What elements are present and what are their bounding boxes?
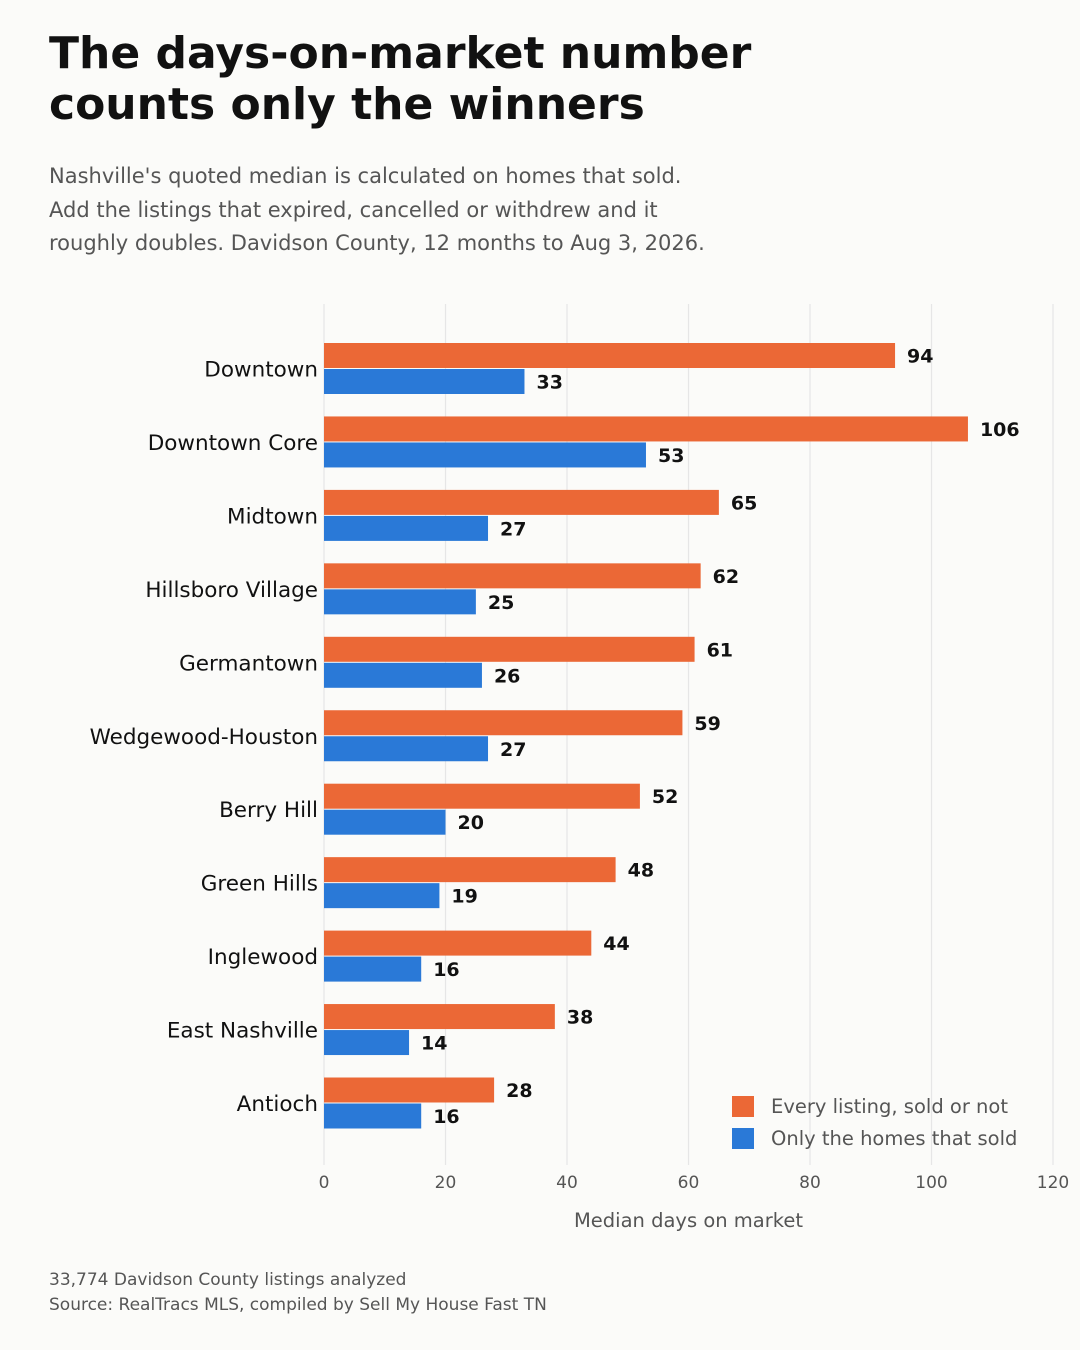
- bar-value-label: 27: [500, 739, 526, 761]
- bar-value-label: 52: [652, 786, 678, 808]
- bar-value-label: 26: [494, 665, 520, 687]
- x-tick-label: 80: [799, 1173, 821, 1193]
- subtitle-line-3: roughly doubles. Davidson County, 12 mon…: [49, 231, 705, 255]
- legend-swatch: [732, 1128, 754, 1149]
- x-tick-label: 60: [678, 1173, 700, 1193]
- bar: [324, 783, 640, 809]
- bar: [324, 1030, 410, 1056]
- category-label: Inglewood: [208, 945, 318, 970]
- legend-swatch: [732, 1096, 754, 1117]
- bar: [324, 736, 489, 762]
- bar-value-label: 94: [907, 346, 933, 368]
- x-tick-label: 20: [435, 1173, 457, 1193]
- category-label: Green Hills: [201, 872, 318, 897]
- bar: [324, 369, 525, 394]
- chart-subtitle: Nashville's quoted median is calculated …: [49, 160, 949, 261]
- x-tick-label: 100: [915, 1173, 947, 1193]
- bar-value-label: 53: [658, 445, 684, 467]
- bar-value-label: 14: [421, 1033, 447, 1055]
- chart-title: The days-on-market number counts only th…: [49, 28, 949, 130]
- bar-value-label: 28: [506, 1080, 532, 1102]
- bar: [324, 930, 592, 956]
- bar: [324, 589, 476, 615]
- bar: [324, 809, 446, 835]
- bar: [324, 662, 482, 688]
- title-line-2: counts only the winners: [49, 79, 645, 130]
- x-tick-label: 120: [1037, 1173, 1069, 1193]
- bar: [324, 1004, 555, 1030]
- category-label: Downtown Core: [148, 431, 318, 456]
- bar: [324, 956, 422, 982]
- bar-value-label: 27: [500, 518, 526, 540]
- bar: [324, 563, 701, 589]
- subtitle-line-2: Add the listings that expired, cancelled…: [49, 197, 658, 222]
- x-axis-label: Median days on market: [574, 1209, 803, 1232]
- bar-value-label: 25: [488, 592, 514, 614]
- legend-label: Every listing, sold or not: [771, 1095, 1008, 1118]
- title-line-1: The days-on-market number: [49, 28, 752, 79]
- category-label: East Nashville: [167, 1019, 318, 1044]
- bar-value-label: 19: [451, 886, 477, 908]
- x-tick-label: 0: [319, 1173, 330, 1193]
- legend-label: Only the homes that sold: [771, 1127, 1017, 1150]
- category-label: Hillsboro Village: [145, 578, 318, 603]
- bar-value-label: 61: [707, 639, 733, 661]
- x-tick-label: 40: [556, 1173, 578, 1193]
- bar-value-label: 38: [567, 1007, 593, 1029]
- bar-value-label: 16: [433, 1106, 459, 1128]
- category-label: Downtown: [204, 358, 318, 383]
- bar-value-label: 106: [980, 419, 1020, 441]
- footer-note: 33,774 Davidson County listings analyzed: [49, 1270, 407, 1290]
- bar: [324, 710, 683, 736]
- category-label: Midtown: [227, 504, 318, 529]
- bar-value-label: 33: [536, 372, 562, 394]
- bar-value-label: 16: [433, 959, 459, 981]
- bar-value-label: 62: [713, 566, 739, 588]
- category-label: Berry Hill: [219, 798, 318, 823]
- category-label: Germantown: [179, 651, 318, 676]
- bar-value-label: 65: [731, 492, 757, 514]
- bar: [324, 1077, 495, 1103]
- subtitle-line-1: Nashville's quoted median is calculated …: [49, 164, 682, 188]
- bar-value-label: 48: [628, 860, 654, 882]
- bar: [324, 489, 719, 515]
- bar-value-label: 44: [603, 933, 629, 955]
- category-label: Antioch: [237, 1092, 318, 1117]
- category-label: Wedgewood-Houston: [90, 725, 318, 750]
- bar-value-label: 20: [458, 812, 484, 834]
- bar: [324, 416, 968, 442]
- bar: [324, 515, 489, 541]
- bar: [324, 857, 616, 883]
- bar-value-label: 59: [694, 713, 720, 735]
- bar: [324, 442, 646, 468]
- bar: [324, 1103, 422, 1129]
- bar: [324, 343, 896, 368]
- footer-source: Source: RealTracs MLS, compiled by Sell …: [49, 1295, 547, 1315]
- bar: [324, 636, 695, 662]
- bar: [324, 883, 440, 909]
- chart-footer: 33,774 Davidson County listings analyzed…: [49, 1268, 547, 1318]
